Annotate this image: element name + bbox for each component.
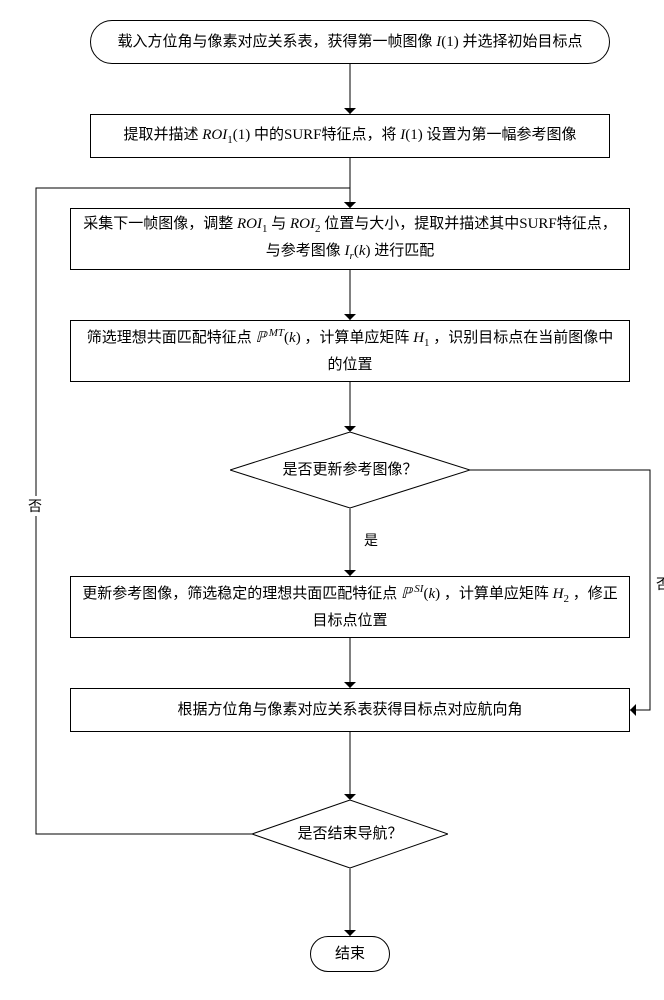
node-end: 结束 xyxy=(310,936,390,972)
node-p3: 筛选理想共面匹配特征点 ℙ MT(k) ，计算单应矩阵 H1 ，识别目标点在当前… xyxy=(70,320,630,382)
node-d1-label: 是否更新参考图像？ xyxy=(282,458,417,482)
node-p3-label: 筛选理想共面匹配特征点 ℙ MT(k) ，计算单应矩阵 H1 ，识别目标点在当前… xyxy=(81,325,619,377)
node-p2: 采集下一帧图像，调整 ROI1 与 ROI2 位置与大小，提取并描述其中SURF… xyxy=(70,208,630,270)
node-d2: 是否结束导航？ xyxy=(252,800,448,868)
edge-label-d1-p5: 否 xyxy=(656,574,664,594)
node-p4-label: 更新参考图像，筛选稳定的理想共面匹配特征点 ℙ SI(k) ，计算单应矩阵 H2… xyxy=(81,581,619,633)
node-p2-label: 采集下一帧图像，调整 ROI1 与 ROI2 位置与大小，提取并描述其中SURF… xyxy=(81,212,619,265)
node-p1-label: 提取并描述 ROI1(1) 中的SURF特征点，将 I(1) 设置为第一幅参考图… xyxy=(123,123,576,150)
node-p1: 提取并描述 ROI1(1) 中的SURF特征点，将 I(1) 设置为第一幅参考图… xyxy=(90,114,610,158)
node-d2-label: 是否结束导航？ xyxy=(297,822,402,846)
node-p4: 更新参考图像，筛选稳定的理想共面匹配特征点 ℙ SI(k) ，计算单应矩阵 H2… xyxy=(70,576,630,638)
node-p5: 根据方位角与像素对应关系表获得目标点对应航向角 xyxy=(70,688,630,732)
node-end-label: 结束 xyxy=(335,942,365,966)
edge-label-d1-p4: 是 xyxy=(364,530,378,550)
edge-label-d2-p2: 否 xyxy=(28,496,42,516)
flowchart-container: 载入方位角与像素对应关系表，获得第一帧图像 I(1) 并选择初始目标点提取并描述… xyxy=(20,20,644,980)
node-start-label: 载入方位角与像素对应关系表，获得第一帧图像 I(1) 并选择初始目标点 xyxy=(117,30,582,54)
node-d1: 是否更新参考图像？ xyxy=(230,432,470,508)
node-start: 载入方位角与像素对应关系表，获得第一帧图像 I(1) 并选择初始目标点 xyxy=(90,20,610,64)
node-p5-label: 根据方位角与像素对应关系表获得目标点对应航向角 xyxy=(177,698,522,722)
